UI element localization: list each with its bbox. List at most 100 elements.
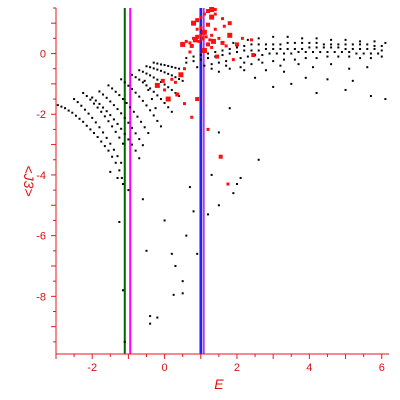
black-data-point [326,55,329,58]
black-data-point [129,106,132,109]
black-data-point [134,76,137,79]
black-data-point [163,71,166,74]
black-data-point [207,213,210,216]
black-data-point [178,67,181,70]
black-data-point [118,136,121,139]
black-data-point [174,76,177,79]
black-data-point [257,43,260,46]
black-data-point [344,47,347,50]
black-data-point [152,67,155,70]
black-data-point [143,79,146,82]
black-data-point [304,76,307,79]
black-data-point [264,69,267,72]
black-data-point [286,47,289,50]
red-data-point [195,18,200,23]
black-data-point [217,70,220,73]
red-data-point [206,42,211,47]
red-data-point [199,26,203,30]
black-data-point [188,186,191,189]
black-data-point [315,46,318,49]
black-data-point [326,51,329,54]
black-data-point [185,234,188,237]
black-data-point [199,58,202,61]
black-data-point [138,69,141,72]
red-data-point [220,40,225,45]
black-data-point [250,49,253,52]
black-data-point [344,38,347,41]
red-point-series [154,7,256,186]
y-tick-label: -8 [36,291,46,303]
black-data-point [384,98,387,101]
black-data-point [118,94,121,97]
black-data-point [149,87,152,90]
red-data-point [231,58,235,62]
black-data-point [141,70,144,73]
red-data-point [213,8,217,12]
black-data-point [91,96,94,99]
black-data-point [56,104,59,107]
black-data-point [149,315,152,318]
red-data-point [180,41,186,47]
red-data-point [206,22,211,27]
black-data-point [156,316,159,319]
black-data-point [192,210,195,213]
black-data-point [308,46,311,49]
red-data-point [210,45,214,49]
black-data-point [152,76,155,79]
black-data-point [322,43,325,46]
black-data-point [121,183,124,186]
black-data-point [322,46,325,49]
black-data-point [136,115,139,118]
black-data-point [337,46,340,49]
red-data-point [195,27,199,31]
black-data-point [116,155,119,158]
black-data-point [214,51,217,54]
black-data-point [156,62,159,65]
black-data-point [380,49,383,52]
black-data-point [351,47,354,50]
black-data-point [264,47,267,50]
black-data-point [103,145,106,148]
red-data-point [175,92,180,97]
black-data-point [109,142,112,145]
black-data-point [210,173,213,176]
black-data-point [120,112,123,115]
red-data-point [201,47,207,53]
black-data-point [105,96,108,99]
black-data-point [235,51,238,54]
black-data-point [82,120,85,123]
black-data-point [366,47,369,50]
y-tick-label: -4 [36,170,46,182]
black-data-point [141,198,144,201]
black-data-point [118,220,121,223]
red-data-point [184,39,188,43]
black-data-point [131,126,134,129]
black-data-point [286,35,289,38]
black-data-point [210,67,213,70]
black-data-point [239,66,242,69]
red-data-point [201,29,207,35]
black-data-point [112,118,115,121]
black-data-point [359,40,362,43]
black-data-point [319,51,322,54]
black-data-point [163,101,166,104]
black-data-point [145,72,148,75]
red-data-point [190,115,194,119]
black-data-point [272,60,275,63]
black-data-point [225,60,228,63]
black-data-point [138,157,141,160]
x-tick-label: 0 [162,362,168,374]
black-data-point [377,52,380,55]
black-data-point [159,125,162,128]
black-data-point [64,107,67,110]
black-data-point [170,252,173,255]
black-data-point [355,52,358,55]
black-data-point [127,84,130,87]
black-data-point [120,78,123,81]
black-data-point [301,37,304,40]
black-data-point [167,106,170,109]
red-data-point [209,14,215,20]
black-data-point [91,116,94,119]
black-data-point [163,64,166,67]
black-data-point [311,51,314,54]
